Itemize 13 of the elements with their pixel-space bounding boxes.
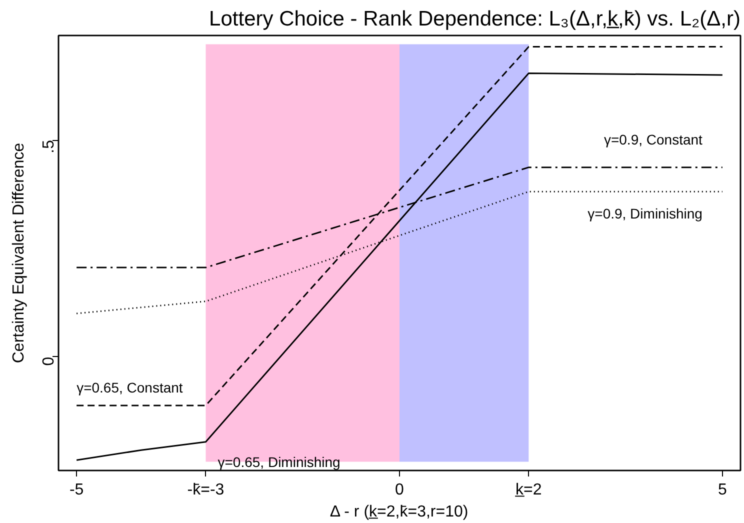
x-tick-label: -k̄=-3 xyxy=(187,482,224,498)
x-tick-label: 5 xyxy=(718,482,727,498)
y-tick-label: .5 xyxy=(40,140,58,154)
x-tick-label: k̲=2 xyxy=(514,482,542,498)
x-tick-label: 0 xyxy=(395,482,404,498)
series-label: γ=0.65, Constant xyxy=(76,379,183,396)
chart-title: Lottery Choice - Rank Dependence: L₃(Δ,r,k̲,k̄) vs. L₂(Δ,r) xyxy=(209,8,741,30)
y-axis-title: Certainty Equivalent Difference xyxy=(10,142,28,364)
x-tick-label: -5 xyxy=(69,482,84,498)
series-label: γ=0.9, Constant xyxy=(604,131,703,148)
series-label: γ=0.65, Diminishing xyxy=(218,454,340,470)
x-axis-title: Δ - r (k̲=2,k̄=3,r=10) xyxy=(330,504,468,520)
series-label: γ=0.9, Diminishing xyxy=(588,206,702,222)
